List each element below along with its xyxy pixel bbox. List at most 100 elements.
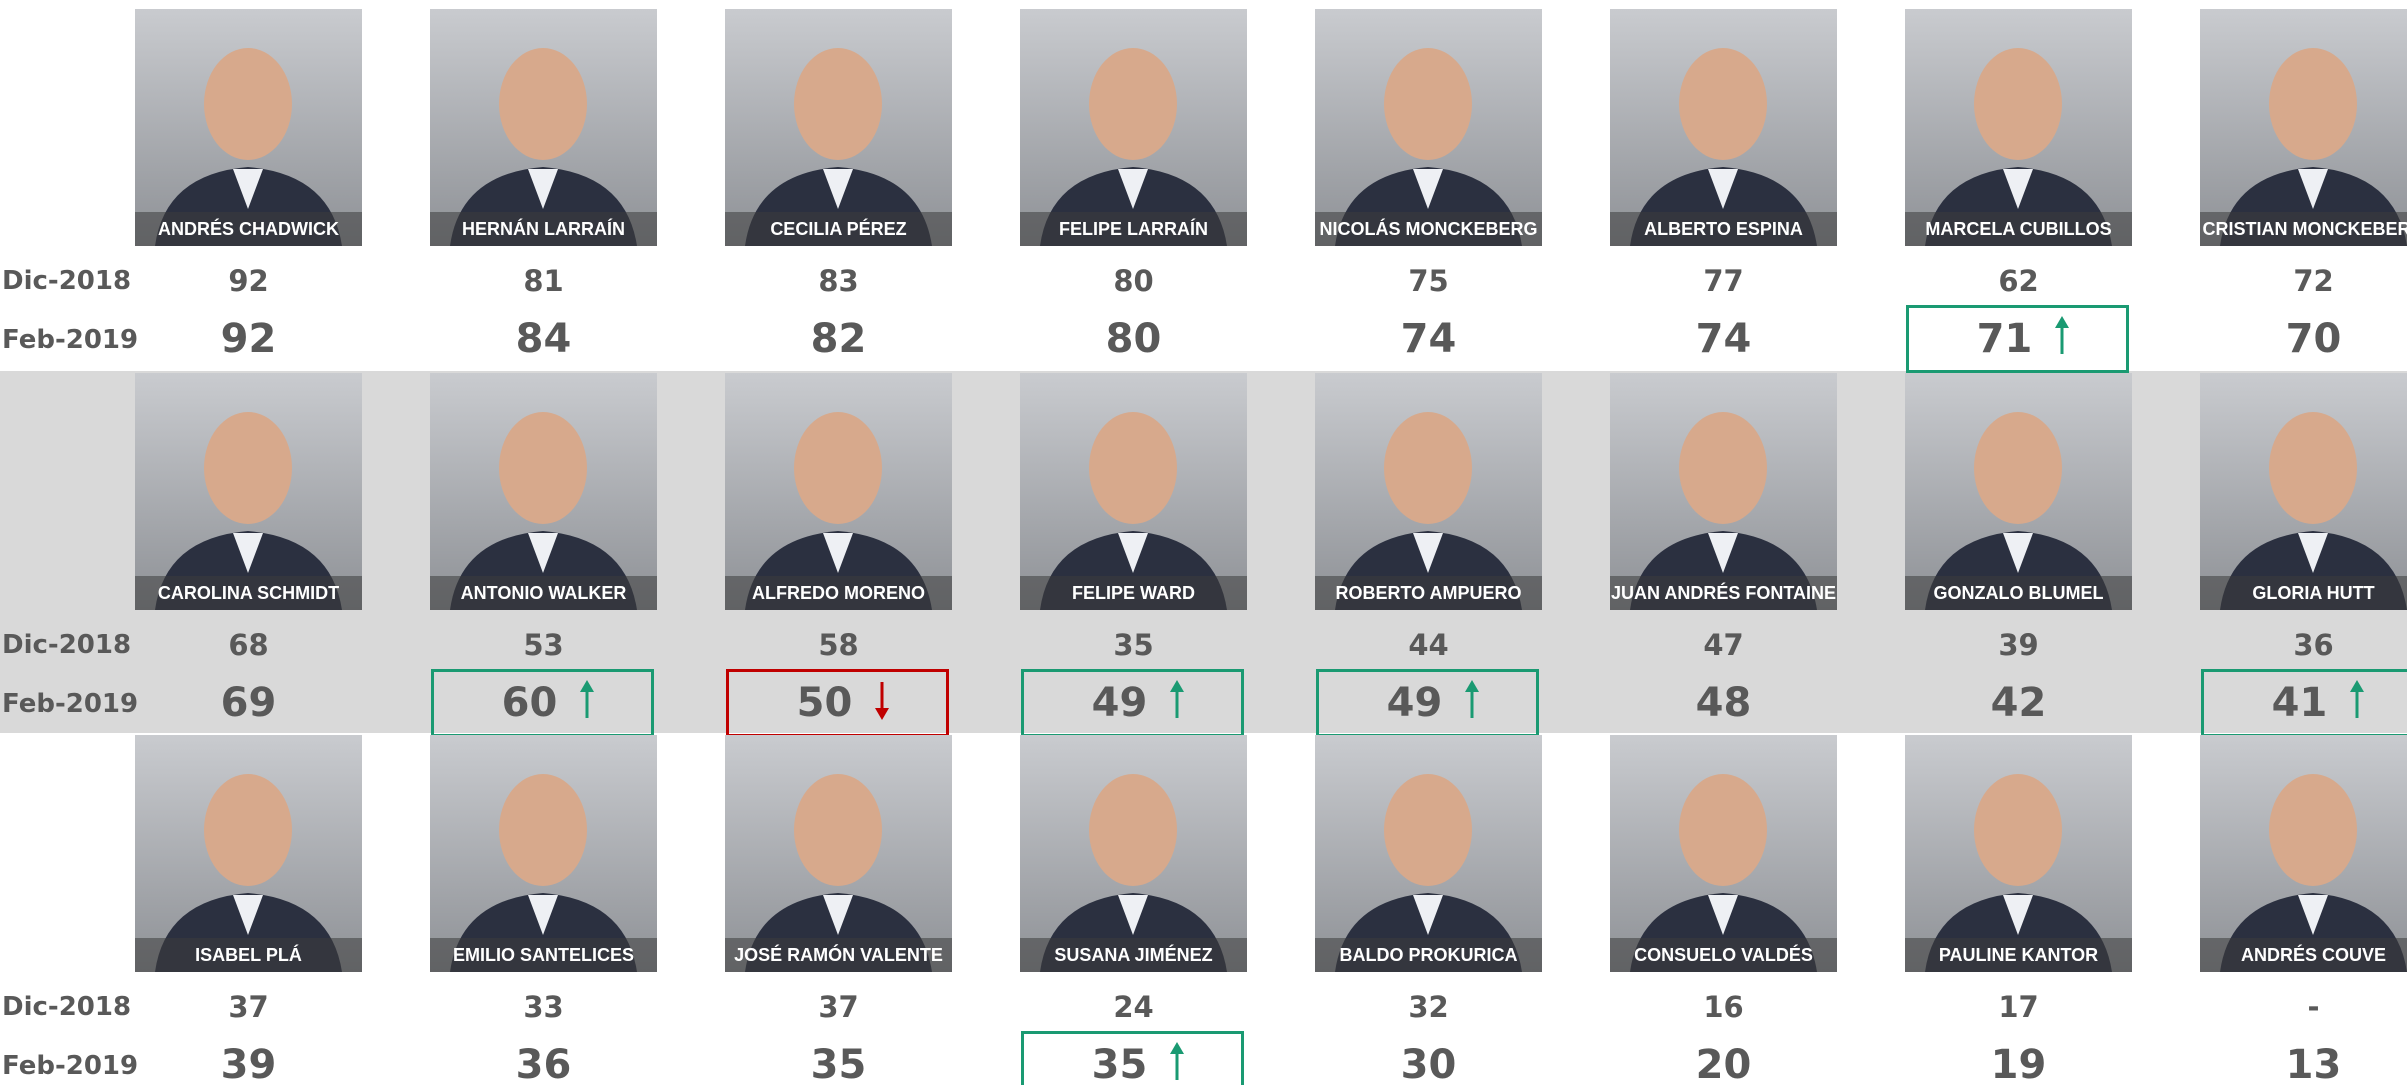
photo: EMILIO SANTELICES bbox=[430, 735, 657, 972]
portrait bbox=[725, 373, 952, 610]
photo: JUAN ANDRÉS FONTAINE bbox=[1610, 373, 1837, 610]
portrait bbox=[1315, 9, 1542, 246]
name-label: GONZALO BLUMEL bbox=[1905, 576, 2132, 610]
name-label: ISABEL PLÁ bbox=[135, 938, 362, 972]
trend-arrow bbox=[1462, 680, 1482, 720]
portrait bbox=[1315, 735, 1542, 972]
dec-value: 68 bbox=[135, 628, 362, 662]
dec-value: 80 bbox=[1020, 264, 1247, 298]
dec-value: 35 bbox=[1020, 628, 1247, 662]
name-label: ANDRÉS COUVE bbox=[2200, 938, 2407, 972]
dec-value: 24 bbox=[1020, 990, 1247, 1024]
photo: CECILIA PÉREZ bbox=[725, 9, 952, 246]
feb-value: 19 bbox=[1905, 1042, 2132, 1085]
dec-value: 75 bbox=[1315, 264, 1542, 298]
dec-value: - bbox=[2200, 990, 2407, 1024]
name-label: GLORIA HUTT bbox=[2200, 576, 2407, 610]
feb-value: 84 bbox=[430, 316, 657, 362]
name-label: FELIPE WARD bbox=[1020, 576, 1247, 610]
dec-value: 17 bbox=[1905, 990, 2132, 1024]
name-label: ALBERTO ESPINA bbox=[1610, 212, 1837, 246]
highlight-box bbox=[2201, 669, 2407, 737]
dec-value: 62 bbox=[1905, 264, 2132, 298]
photo: CRISTIAN MONCKEBERG bbox=[2200, 9, 2407, 246]
feb-value: 48 bbox=[1610, 680, 1837, 726]
dec-value: 39 bbox=[1905, 628, 2132, 662]
portrait bbox=[430, 735, 657, 972]
row-label: Feb-2019 bbox=[2, 689, 138, 719]
feb-value: 36 bbox=[430, 1042, 657, 1085]
feb-value: 74 bbox=[1315, 316, 1542, 362]
photo: ANTONIO WALKER bbox=[430, 373, 657, 610]
dec-value: 47 bbox=[1610, 628, 1837, 662]
feb-value: 69 bbox=[135, 680, 362, 726]
photo: FELIPE LARRAÍN bbox=[1020, 9, 1247, 246]
portrait bbox=[1020, 373, 1247, 610]
name-label: ANTONIO WALKER bbox=[430, 576, 657, 610]
trend-arrow bbox=[1167, 1042, 1187, 1082]
highlight-box bbox=[431, 669, 654, 737]
row-label: Dic-2018 bbox=[2, 992, 131, 1022]
photo: SUSANA JIMÉNEZ bbox=[1020, 735, 1247, 972]
highlight-box bbox=[1316, 669, 1539, 737]
name-label: SUSANA JIMÉNEZ bbox=[1020, 938, 1247, 972]
dec-value: 77 bbox=[1610, 264, 1837, 298]
dec-value: 92 bbox=[135, 264, 362, 298]
feb-value: 13 bbox=[2200, 1042, 2407, 1085]
feb-value: 30 bbox=[1315, 1042, 1542, 1085]
dec-value: 32 bbox=[1315, 990, 1542, 1024]
row-label: Dic-2018 bbox=[2, 266, 131, 296]
portrait bbox=[1610, 735, 1837, 972]
photo: MARCELA CUBILLOS bbox=[1905, 9, 2132, 246]
name-label: JOSÉ RAMÓN VALENTE bbox=[725, 938, 952, 972]
portrait bbox=[1315, 373, 1542, 610]
photo: ALBERTO ESPINA bbox=[1610, 9, 1837, 246]
trend-arrow bbox=[1167, 680, 1187, 720]
photo: JOSÉ RAMÓN VALENTE bbox=[725, 735, 952, 972]
name-label: NICOLÁS MONCKEBERG bbox=[1315, 212, 1542, 246]
highlight-box bbox=[1906, 305, 2129, 373]
name-label: ROBERTO AMPUERO bbox=[1315, 576, 1542, 610]
feb-value: 35 bbox=[725, 1042, 952, 1085]
portrait bbox=[1905, 9, 2132, 246]
photo: ISABEL PLÁ bbox=[135, 735, 362, 972]
feb-value: 70 bbox=[2200, 316, 2407, 362]
name-label: JUAN ANDRÉS FONTAINE bbox=[1610, 576, 1837, 610]
page: Dic-2018Feb-2019ANDRÉS CHADWICK9292HERNÁ… bbox=[0, 0, 2407, 1085]
dec-value: 72 bbox=[2200, 264, 2407, 298]
dec-value: 58 bbox=[725, 628, 952, 662]
highlight-box bbox=[726, 669, 949, 737]
feb-value: 74 bbox=[1610, 316, 1837, 362]
photo: HERNÁN LARRAÍN bbox=[430, 9, 657, 246]
feb-value: 39 bbox=[135, 1042, 362, 1085]
dec-value: 83 bbox=[725, 264, 952, 298]
photo: ROBERTO AMPUERO bbox=[1315, 373, 1542, 610]
dec-value: 36 bbox=[2200, 628, 2407, 662]
photo: GLORIA HUTT bbox=[2200, 373, 2407, 610]
dec-value: 33 bbox=[430, 990, 657, 1024]
feb-value: 82 bbox=[725, 316, 952, 362]
photo: CAROLINA SCHMIDT bbox=[135, 373, 362, 610]
portrait bbox=[1610, 373, 1837, 610]
name-label: EMILIO SANTELICES bbox=[430, 938, 657, 972]
name-label: FELIPE LARRAÍN bbox=[1020, 212, 1247, 246]
row-label: Feb-2019 bbox=[2, 325, 138, 355]
portrait bbox=[135, 9, 362, 246]
trend-arrow bbox=[577, 680, 597, 720]
highlight-box bbox=[1021, 1031, 1244, 1085]
portrait bbox=[135, 373, 362, 610]
trend-arrow bbox=[872, 680, 892, 720]
name-label: HERNÁN LARRAÍN bbox=[430, 212, 657, 246]
name-label: BALDO PROKURICA bbox=[1315, 938, 1542, 972]
trend-arrow bbox=[2347, 680, 2367, 720]
photo: ANDRÉS COUVE bbox=[2200, 735, 2407, 972]
portrait bbox=[2200, 373, 2407, 610]
highlight-box bbox=[1021, 669, 1244, 737]
portrait bbox=[1905, 373, 2132, 610]
photo: ALFREDO MORENO bbox=[725, 373, 952, 610]
dec-value: 44 bbox=[1315, 628, 1542, 662]
portrait bbox=[725, 735, 952, 972]
dec-value: 37 bbox=[135, 990, 362, 1024]
photo: PAULINE KANTOR bbox=[1905, 735, 2132, 972]
trend-arrow bbox=[2052, 316, 2072, 356]
